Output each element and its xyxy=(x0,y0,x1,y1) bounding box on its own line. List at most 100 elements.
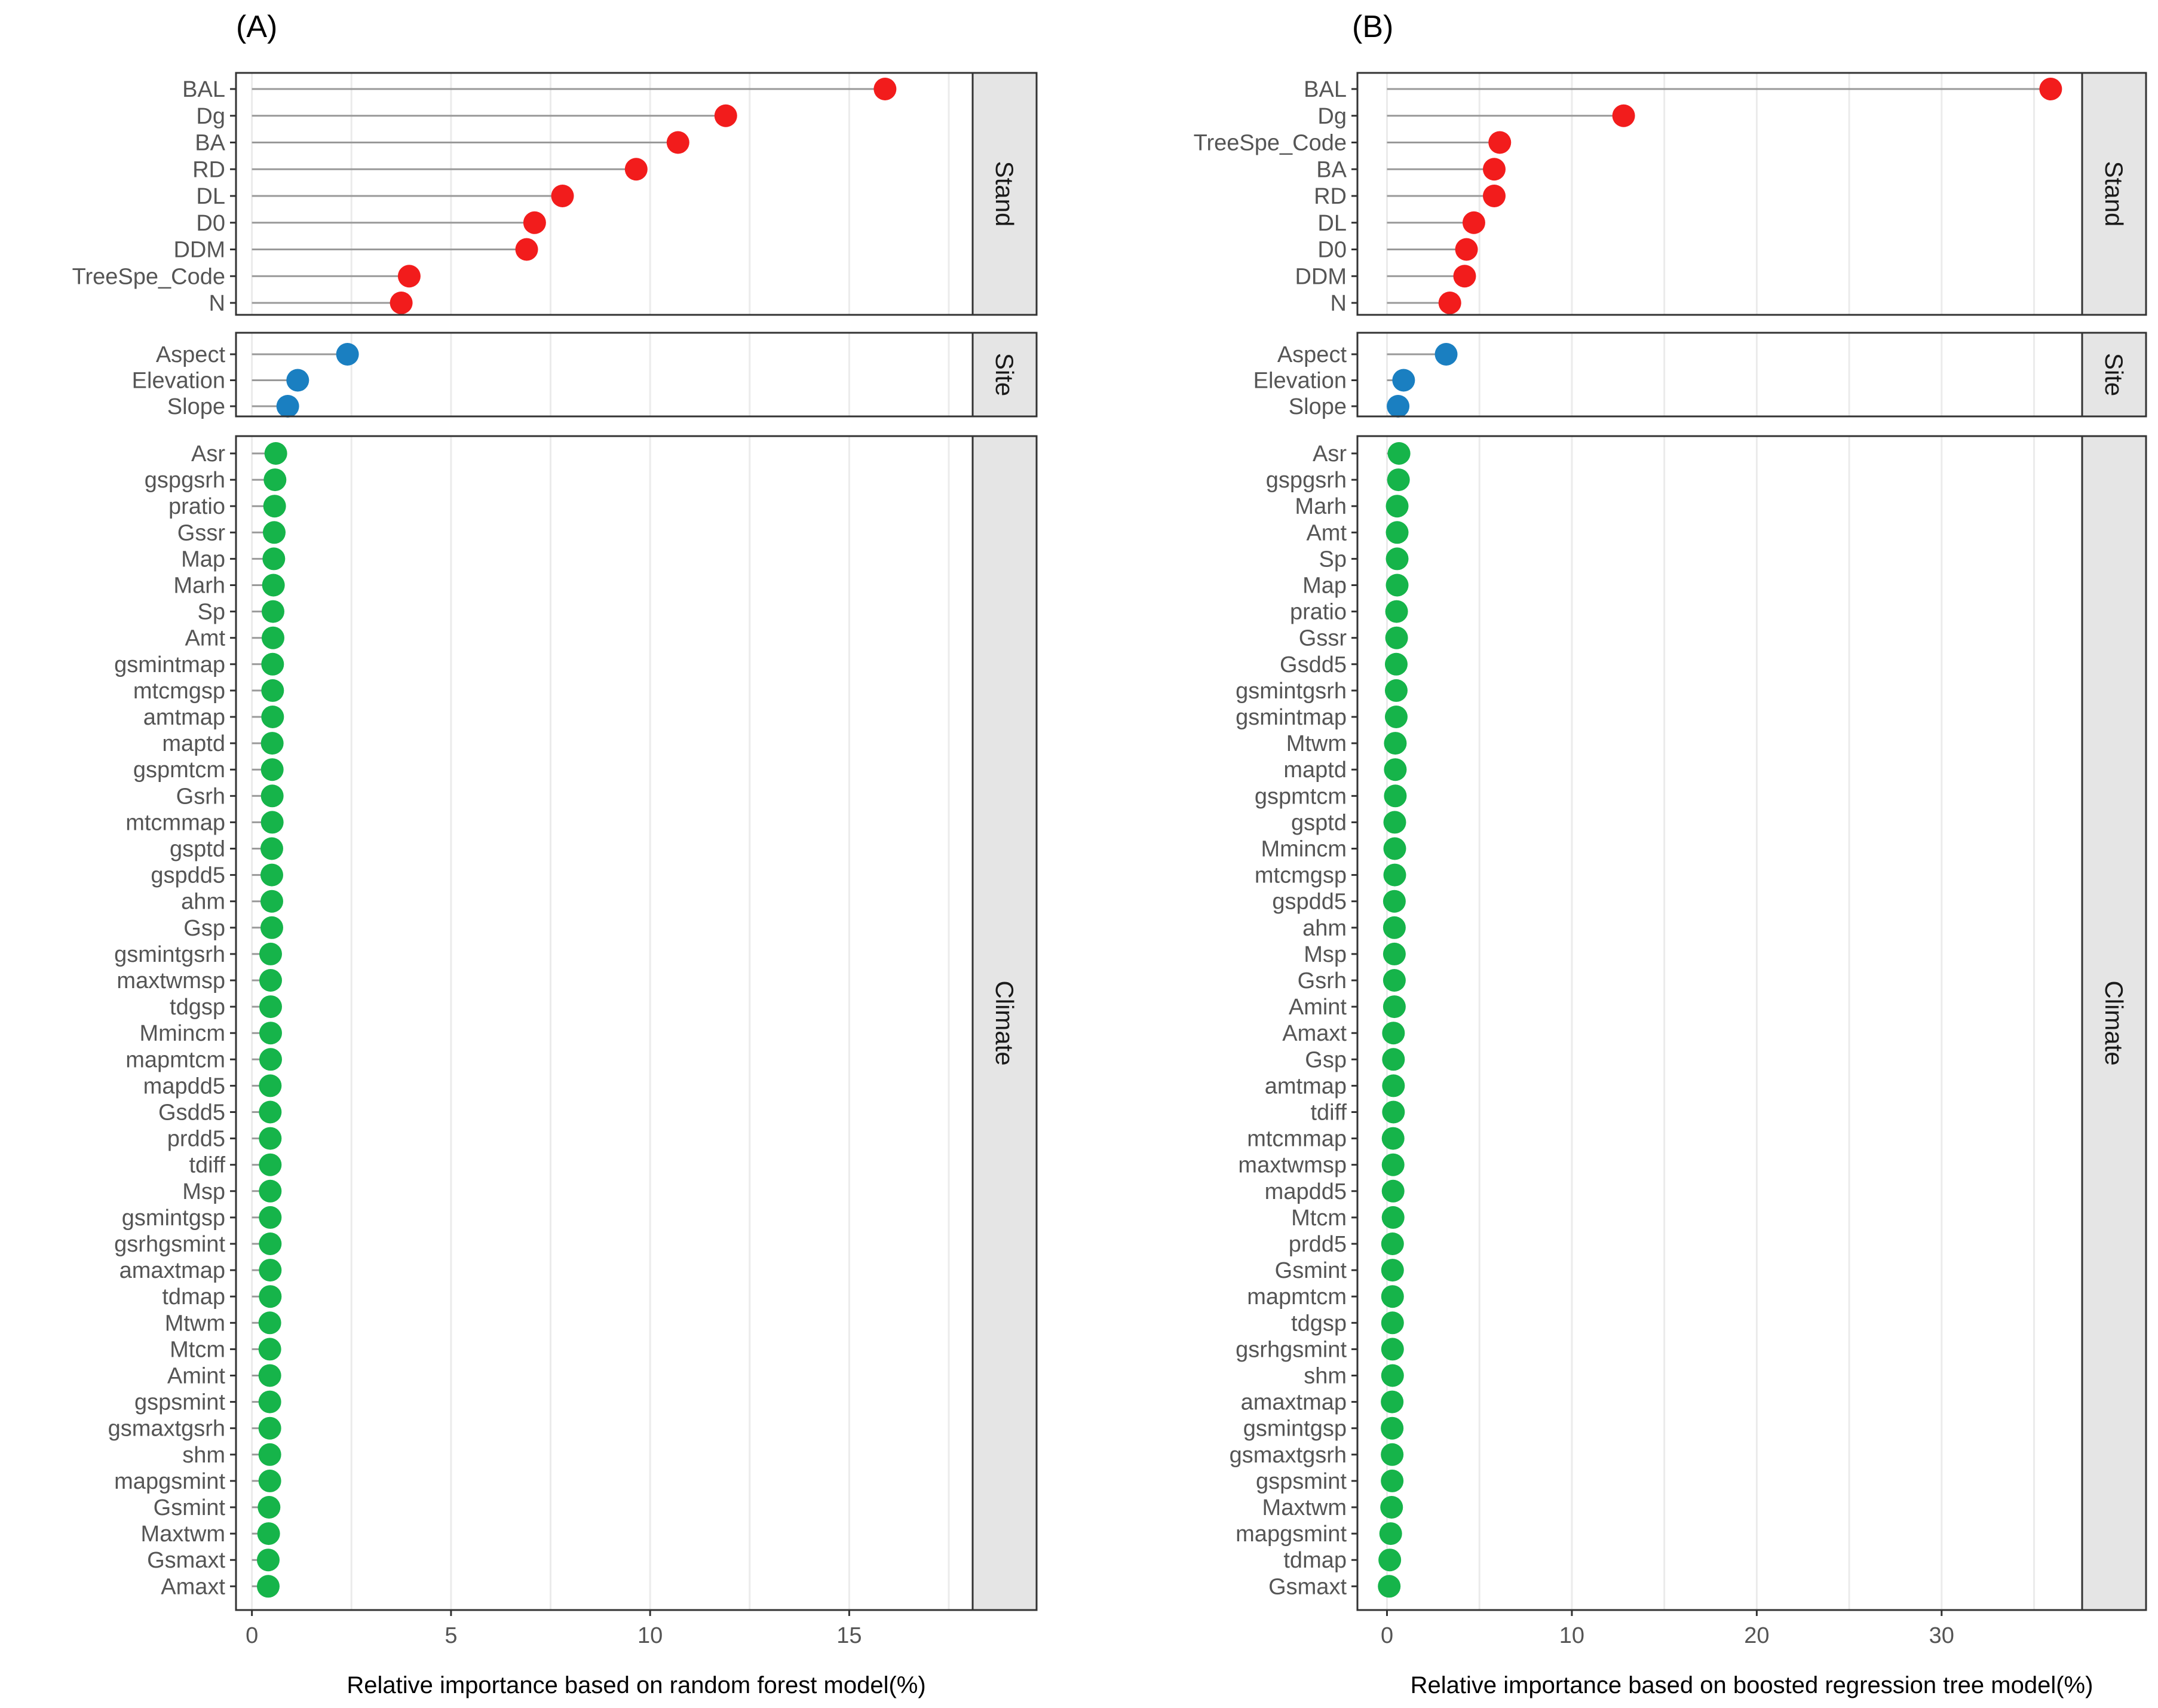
y-tick-label: BAL xyxy=(182,77,225,102)
y-tick-label: gspdd5 xyxy=(151,863,225,888)
facet-strip xyxy=(971,72,1038,316)
data-point xyxy=(1383,863,1406,887)
y-tick-label: Map xyxy=(1302,574,1347,599)
data-point xyxy=(1385,521,1409,544)
y-tick-label: gsptd xyxy=(1291,810,1347,835)
data-point xyxy=(259,995,282,1019)
data-point xyxy=(259,1127,282,1150)
y-tick-label: mapmtcm xyxy=(125,1047,225,1072)
data-point xyxy=(260,837,283,860)
y-tick-label: amtmap xyxy=(1265,1074,1347,1099)
y-tick-label: gsrhgsmint xyxy=(1236,1337,1347,1362)
y-tick-label: TreeSpe_Code xyxy=(1194,131,1347,156)
x-tick-label: 10 xyxy=(1559,1623,1584,1648)
panel-title: (A) xyxy=(236,10,277,44)
data-point xyxy=(256,1575,280,1598)
data-point xyxy=(263,495,286,518)
data-point xyxy=(1381,1416,1404,1440)
data-point xyxy=(1462,211,1485,234)
y-tick-label: gspgsrh xyxy=(1266,468,1347,493)
y-tick-label: maptd xyxy=(1283,758,1347,783)
data-point xyxy=(1381,1179,1405,1203)
data-point xyxy=(1383,811,1406,834)
data-point xyxy=(1385,547,1409,571)
data-point xyxy=(258,1311,281,1335)
y-tick-label: Maxtwm xyxy=(141,1522,225,1547)
data-point xyxy=(1488,131,1512,154)
y-tick-label: gsmintgsp xyxy=(122,1206,225,1231)
y-tick-label: Msp xyxy=(1304,942,1347,967)
y-tick-label: Amaxt xyxy=(1282,1021,1347,1046)
y-tick-label: Elevation xyxy=(1253,369,1347,394)
y-tick-label: DL xyxy=(1317,211,1347,236)
facet-climate: AsrgspgsrhMarhAmtSpMappratioGssrGsdd5gsm… xyxy=(1230,435,2147,1611)
y-tick-label: N xyxy=(1331,291,1347,316)
x-tick-label: 15 xyxy=(836,1623,862,1648)
data-point xyxy=(1385,574,1409,597)
y-tick-label: D0 xyxy=(1317,238,1347,263)
data-point xyxy=(258,1443,281,1466)
data-point xyxy=(1392,369,1415,392)
data-point xyxy=(1381,1206,1405,1229)
data-point xyxy=(624,158,648,181)
y-tick-label: gspgsrh xyxy=(145,468,225,493)
y-tick-label: tdmap xyxy=(1283,1548,1347,1573)
facet-strip-label: Stand xyxy=(991,161,1019,227)
x-tick-label: 20 xyxy=(1744,1623,1769,1648)
y-tick-label: DL xyxy=(196,184,225,209)
data-point xyxy=(262,547,286,571)
panel-title: (B) xyxy=(1352,10,1393,44)
y-tick-label: gspsmint xyxy=(134,1390,225,1415)
data-point xyxy=(1384,732,1407,755)
data-point xyxy=(1482,185,1506,207)
data-point xyxy=(1382,1048,1405,1071)
data-point xyxy=(1381,1232,1404,1255)
y-tick-label: gsmaxtgsrh xyxy=(1230,1443,1347,1468)
facet-strip xyxy=(2081,72,2147,316)
data-point xyxy=(1384,784,1407,808)
y-tick-label: mapdd5 xyxy=(1265,1179,1347,1204)
data-point xyxy=(2039,78,2062,100)
data-point xyxy=(1381,1364,1404,1387)
data-point xyxy=(260,758,284,781)
data-point xyxy=(1482,158,1506,181)
data-point xyxy=(336,343,359,366)
y-tick-label: prdd5 xyxy=(167,1127,225,1152)
y-tick-label: shm xyxy=(1304,1364,1347,1389)
facet-climate: AsrgspgsrhpratioGssrMapMarhSpAmtgsmintma… xyxy=(108,435,1038,1611)
y-tick-label: gsrhgsmint xyxy=(114,1232,225,1257)
y-tick-label: mapgsmint xyxy=(1236,1522,1347,1547)
y-tick-label: Dg xyxy=(1317,104,1347,129)
data-point xyxy=(1453,265,1476,288)
facet-strip xyxy=(971,435,1038,1611)
y-tick-label: Mtwm xyxy=(165,1311,225,1336)
facet-frame xyxy=(235,435,974,1611)
facet-strip xyxy=(2081,435,2147,1611)
y-tick-label: mapdd5 xyxy=(143,1074,225,1099)
data-point xyxy=(1387,442,1411,465)
data-point xyxy=(1381,1390,1404,1413)
y-tick-label: gspsmint xyxy=(1256,1469,1347,1494)
data-point xyxy=(260,916,283,939)
data-point xyxy=(259,1048,282,1071)
data-point xyxy=(1383,916,1406,939)
y-tick-label: gsmintgsp xyxy=(1243,1416,1347,1442)
facet-strip-label: Climate xyxy=(991,980,1019,1065)
data-point xyxy=(1387,395,1410,418)
facet-strip-label: Site xyxy=(2100,353,2128,396)
x-axis-title: Relative importance based on random fore… xyxy=(347,1672,925,1698)
data-point xyxy=(286,369,309,392)
y-tick-label: D0 xyxy=(196,211,225,236)
data-point xyxy=(259,1206,282,1229)
y-tick-label: Amint xyxy=(167,1364,226,1389)
y-tick-label: tdgsp xyxy=(1291,1311,1347,1336)
y-tick-label: Mtwm xyxy=(1286,731,1347,756)
y-tick-label: ahm xyxy=(1302,916,1347,941)
y-tick-label: Gsdd5 xyxy=(158,1100,225,1126)
y-tick-label: Mmincm xyxy=(139,1021,225,1046)
y-tick-label: pratio xyxy=(1290,600,1347,625)
data-point xyxy=(259,969,282,992)
